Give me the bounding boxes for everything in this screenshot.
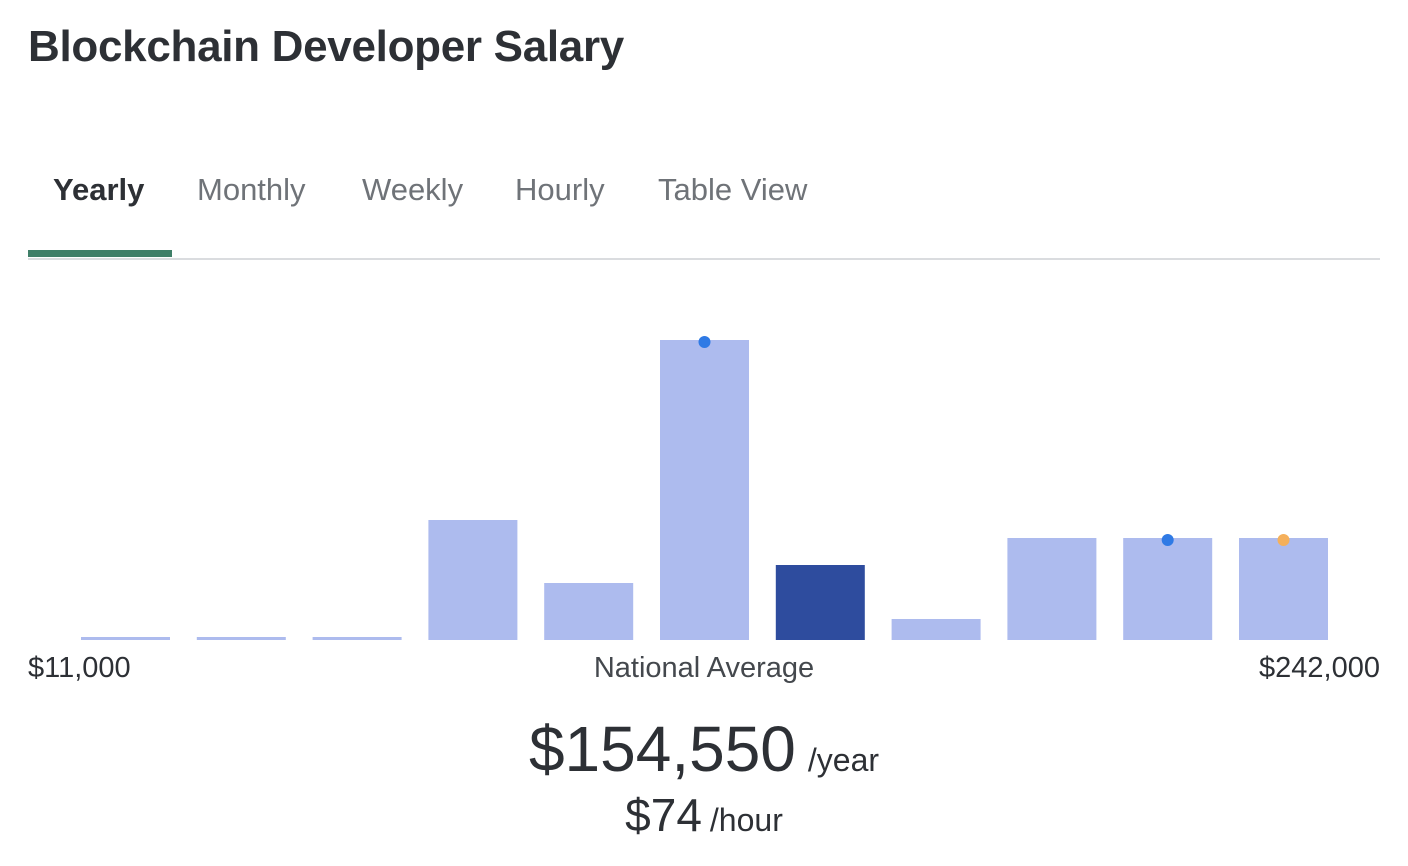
range-max-label: $242,000: [1259, 652, 1380, 684]
histogram-bar[interactable]: [544, 583, 634, 640]
histogram-bar-average[interactable]: [775, 565, 865, 640]
histogram-marker-blue[interactable]: [698, 336, 711, 348]
hourly-salary-unit: /hour: [709, 802, 783, 838]
salary-histogram: [81, 336, 1328, 640]
histogram-bar[interactable]: [1239, 538, 1328, 640]
period-tabs: Yearly Monthly Weekly Hourly Table View: [28, 150, 1380, 260]
hourly-salary-amount: $74: [625, 789, 702, 841]
tab-weekly[interactable]: Weekly: [362, 172, 464, 207]
histogram-marker-orange[interactable]: [1277, 534, 1290, 546]
tab-yearly[interactable]: Yearly: [53, 172, 145, 207]
range-min-label: $11,000: [28, 652, 131, 684]
histogram-bar[interactable]: [312, 637, 402, 640]
tab-table-view[interactable]: Table View: [658, 172, 808, 207]
yearly-salary-amount: $154,550: [528, 713, 796, 785]
yearly-salary-unit: /year: [807, 742, 880, 778]
histogram-bar[interactable]: [660, 340, 749, 640]
page-title: Blockchain Developer Salary: [28, 22, 624, 71]
tab-monthly[interactable]: Monthly: [197, 172, 306, 207]
histogram-marker-blue[interactable]: [1161, 534, 1174, 546]
histogram-bar[interactable]: [1007, 538, 1097, 640]
active-tab-indicator: [28, 250, 172, 257]
hourly-salary: $74/hour: [0, 788, 1408, 842]
histogram-bar[interactable]: [1123, 538, 1213, 640]
histogram-bar[interactable]: [196, 637, 286, 640]
yearly-salary: $154,550/year: [0, 712, 1408, 786]
histogram-bar[interactable]: [81, 637, 170, 640]
tab-hourly[interactable]: Hourly: [515, 172, 605, 207]
histogram-bar[interactable]: [891, 619, 981, 640]
national-average-label: National Average: [593, 652, 815, 684]
histogram-bar[interactable]: [428, 520, 518, 640]
